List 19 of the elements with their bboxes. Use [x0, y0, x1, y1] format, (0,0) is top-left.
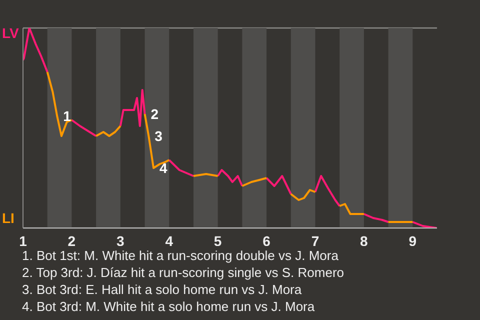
annotation: 1	[63, 108, 72, 124]
x-tick-label: 9	[408, 233, 417, 249]
text: 1. Bot 1st: M. White hit a run-scoring double vs J. Mora	[22, 247, 340, 264]
x-tick-label: 1	[19, 233, 28, 249]
annotation: 4	[160, 160, 168, 176]
x-tick-label: 4	[165, 233, 174, 249]
text: 4. Bot 3rd: M. White hit a solo home run vs J. Mora	[22, 298, 316, 315]
x-tick-label: 2	[68, 233, 76, 249]
text: LI	[2, 210, 14, 226]
x-tick-label: 8	[360, 233, 368, 249]
x-tick-label: 5	[214, 233, 222, 249]
x-tick-label: 6	[262, 233, 271, 249]
annotation: 3	[154, 128, 163, 144]
x-tick-label: 3	[116, 233, 125, 249]
series-label: LV	[2, 25, 19, 41]
text: 2. Top 3rd: J. Díaz hit a run-scoring single vs S. Romero	[22, 264, 344, 281]
annotation: 2	[150, 106, 159, 122]
x-tick-label: 7	[311, 233, 320, 249]
text: 3. Bot 3rd: E. Hall hit a solo home run vs J. Mora	[22, 281, 303, 298]
